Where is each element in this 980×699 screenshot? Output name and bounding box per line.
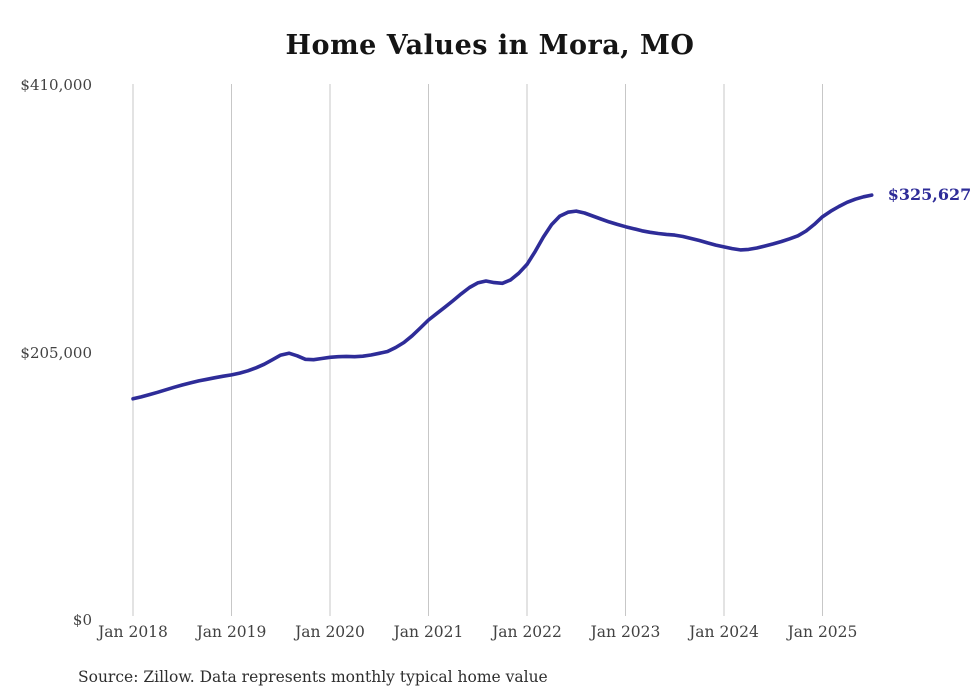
y-tick-label: $410,000 <box>20 76 92 94</box>
x-tick-label: Jan 2024 <box>689 623 759 641</box>
gridlines-group <box>132 84 823 616</box>
home-value-line <box>131 193 874 401</box>
x-tick-label: Jan 2021 <box>393 623 464 641</box>
x-tick-label: Jan 2018 <box>98 623 168 641</box>
chart-title: Home Values in Mora, MO <box>285 30 695 61</box>
x-tick-label: Jan 2025 <box>787 623 858 641</box>
x-tick-label: Jan 2020 <box>295 623 365 641</box>
y-tick-label: $0 <box>72 611 92 629</box>
x-tick-label: Jan 2022 <box>492 623 562 641</box>
x-tick-label: Jan 2019 <box>196 623 267 641</box>
y-tick-label: $205,000 <box>20 343 92 362</box>
x-tick-label: Jan 2023 <box>590 623 661 641</box>
latest-value-label: $325,627 <box>887 185 972 205</box>
source-note: Source: Zillow. Data represents monthly … <box>78 668 548 686</box>
